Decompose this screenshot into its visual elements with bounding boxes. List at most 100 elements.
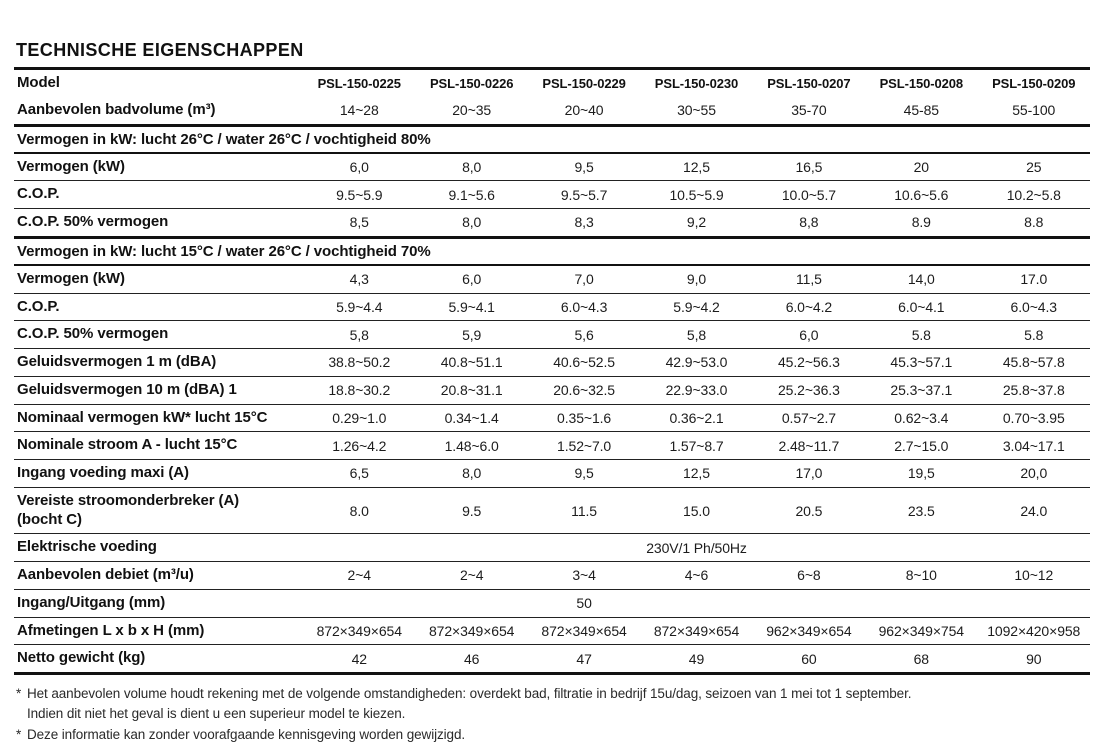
spec-value: 47 — [527, 644, 641, 674]
spec-value: 42 — [303, 644, 416, 674]
spec-label: Aanbevolen debiet (m³/u) — [14, 561, 304, 590]
table-row: Aanbevolen debiet (m³/u) 2~4 2~4 3~4 4~6 6~8 8… — [14, 561, 1090, 590]
spec-value: 5.9~4.2 — [640, 292, 753, 321]
footnotes: * Het aanbevolen volume houdt rekening me… — [16, 684, 1090, 745]
spec-value: 9.1~5.6 — [415, 180, 528, 209]
column-header: PSL-150-0226 — [429, 75, 514, 91]
table-row: C.O.P. 50% vermogen 8,5 8,0 8,3 9,2 8,8 8.9 8.8 — [14, 208, 1090, 238]
footnote-line: Het aanbevolen volume houdt rekening met… — [27, 686, 912, 701]
spec-value: 6,5 — [303, 459, 416, 488]
spec-value: 20,0 — [977, 459, 1090, 488]
spec-value: 230V/1 Ph/50Hz — [303, 533, 1090, 562]
spec-value: 16,5 — [752, 151, 866, 181]
spec-value: 6.0~4.3 — [977, 292, 1090, 321]
spec-value: 14~28 — [339, 102, 379, 119]
spec-value: 30~55 — [677, 102, 716, 119]
spec-value: 1092×420×958 — [977, 616, 1090, 645]
table-row: Geluidsvermogen 1 m (dBA) 38.8~50.2 40.8~5… — [14, 348, 1090, 377]
spec-value: 9.5 — [415, 486, 528, 534]
section-label: Vermogen in kW: lucht 26°C / water 26°C … — [14, 123, 1090, 153]
spec-value: 5,8 — [303, 320, 416, 349]
spec-value: 4~6 — [640, 561, 753, 590]
spec-value: 12,5 — [640, 459, 753, 488]
spec-label: Geluidsvermogen 10 m (dBA) 1 — [14, 375, 304, 404]
table-row: Nominaal vermogen kW* lucht 15°C 0.29~1.0… — [14, 403, 1090, 432]
page-title: TECHNISCHE EIGENSCHAPPEN — [16, 40, 304, 60]
table-row: Ingang voeding maxi (A) 6,5 8,0 9,5 12,5 17,0… — [14, 459, 1090, 488]
spec-value: 5.8 — [977, 320, 1090, 349]
spec-value: 8,0 — [415, 151, 528, 181]
column-header: PSL-150-0230 — [654, 75, 739, 91]
spec-value: 60 — [752, 644, 866, 674]
table-row: Vermogen (kW) 6,0 8,0 9,5 12,5 16,5 20 25 — [14, 151, 1090, 181]
table-row: C.O.P. 50% vermogen 5,8 5,9 5,6 5,8 6,0 5.8 5.8 — [14, 320, 1090, 349]
spec-value: 45.3~57.1 — [865, 348, 978, 377]
spec-value: 1.48~6.0 — [415, 431, 528, 460]
table-row: Nominale stroom A - lucht 15°C 1.26~4.2 1.… — [14, 431, 1090, 460]
spec-value: 6,0 — [752, 320, 866, 349]
header-row: Model PSL-150-0225 PSL-150-0226 PSL-150-022… — [14, 69, 1090, 97]
spec-value: 1.52~7.0 — [527, 431, 641, 460]
spec-label: C.O.P. 50% vermogen — [14, 208, 304, 238]
spec-table: Model PSL-150-0225 PSL-150-0226 PSL-150-022… — [14, 67, 1090, 675]
spec-value: 10~12 — [977, 561, 1090, 590]
spec-value: 10.2~5.8 — [977, 180, 1090, 209]
spec-value: 6~8 — [752, 561, 866, 590]
spec-value: 7,0 — [527, 263, 641, 293]
spec-value: 8.8 — [977, 208, 1090, 238]
spec-value: 9.5~5.9 — [303, 180, 416, 209]
spec-value: 25 — [977, 151, 1090, 181]
section-row: Vermogen in kW: lucht 15°C / water 26°C … — [14, 235, 1090, 265]
spec-value: 6.0~4.1 — [865, 292, 978, 321]
spec-value: 0.36~2.1 — [640, 403, 753, 432]
spec-value: 962×349×654 — [752, 616, 866, 645]
spec-value: 8,3 — [527, 208, 641, 238]
spec-value — [752, 588, 866, 617]
spec-value: 3~4 — [527, 561, 641, 590]
spec-label: Elektrische voeding — [14, 533, 304, 562]
spec-value: 962×349×754 — [865, 616, 978, 645]
spec-value: 17,0 — [752, 459, 866, 488]
spec-value: 8,8 — [752, 208, 866, 238]
spec-value: 1.57~8.7 — [640, 431, 753, 460]
spec-value: 40.6~52.5 — [527, 348, 641, 377]
spec-value: 6,0 — [303, 151, 416, 181]
table-row: Vermogen (kW) 4,3 6,0 7,0 9,0 11,5 14,0 17.0 — [14, 263, 1090, 293]
spec-value: 0.34~1.4 — [415, 403, 528, 432]
spec-value: 0.62~3.4 — [865, 403, 978, 432]
spec-value: 9,0 — [640, 263, 753, 293]
spec-value: 2~4 — [303, 561, 416, 590]
spec-label: Vermogen (kW) — [14, 151, 304, 181]
footnote-text: Het aanbevolen volume houdt rekening met… — [27, 684, 911, 725]
spec-value: 0.57~2.7 — [752, 403, 866, 432]
table-row: Afmetingen L x b x H (mm) 872×349×654 872×… — [14, 616, 1090, 645]
spec-value: 45.2~56.3 — [752, 348, 866, 377]
spec-value: 18.8~30.2 — [303, 375, 416, 404]
spec-value: 20~35 — [452, 102, 492, 119]
column-header: PSL-150-0225 — [317, 75, 401, 91]
table-row: Ingang/Uitgang (mm) 50 — [14, 588, 1090, 617]
spec-value: 1.26~4.2 — [303, 431, 416, 460]
spec-value: 6,0 — [415, 263, 528, 293]
spec-label: Nominaal vermogen kW* lucht 15°C — [14, 403, 304, 432]
spec-label: C.O.P. — [14, 180, 304, 209]
spec-value: 46 — [415, 644, 528, 674]
spec-value: 9.5~5.7 — [527, 180, 641, 209]
table-row: Vereiste stroomonderbreker (A) (bocht C)… — [14, 486, 1090, 534]
spec-label: Ingang voeding maxi (A) — [14, 459, 304, 488]
spec-value: 23.5 — [865, 486, 978, 534]
spec-label: C.O.P. — [14, 292, 304, 321]
section-label: Vermogen in kW: lucht 15°C / water 26°C … — [14, 235, 1090, 265]
spec-value — [415, 588, 528, 617]
column-header: PSL-150-0229 — [542, 75, 626, 91]
spec-value: 4,3 — [303, 263, 416, 293]
spec-value: 0.70~3.95 — [977, 403, 1090, 432]
spec-value: 10.5~5.9 — [640, 180, 753, 209]
spec-value: 3.04~17.1 — [977, 431, 1090, 460]
spec-value: 872×349×654 — [527, 616, 641, 645]
spec-value: 22.9~33.0 — [640, 375, 753, 404]
section-row: Vermogen in kW: lucht 26°C / water 26°C … — [14, 123, 1090, 153]
spec-value — [303, 588, 416, 617]
spec-value: 20.8~31.1 — [415, 375, 528, 404]
spec-value: 2.48~11.7 — [752, 431, 866, 460]
